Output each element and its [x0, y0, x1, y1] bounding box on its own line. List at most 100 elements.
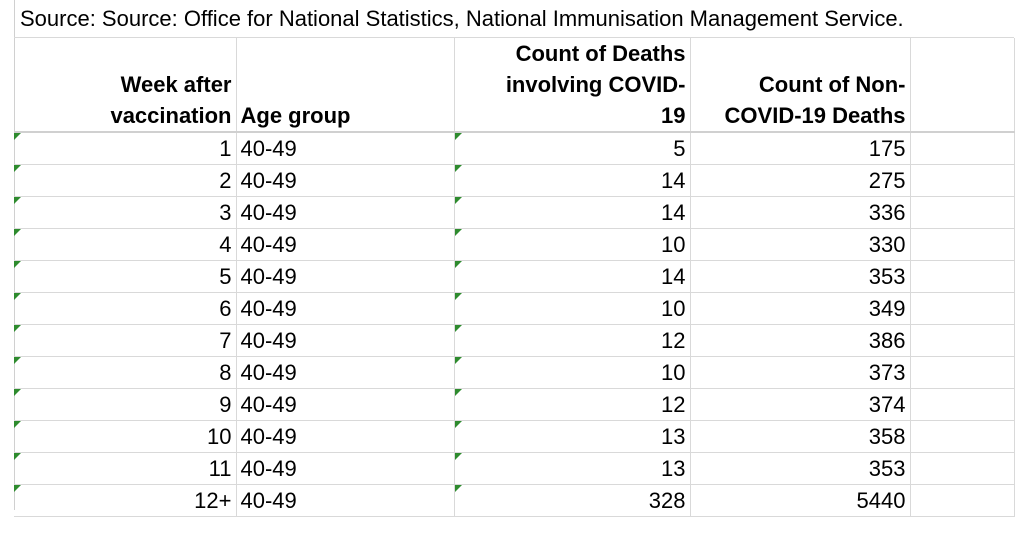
table-row: 1 40-49 5 175 [14, 132, 1015, 165]
week-value: 3 [219, 200, 232, 225]
age-value: 40-49 [240, 232, 297, 257]
cell-covid-deaths[interactable]: 13 [454, 420, 691, 453]
age-value: 40-49 [240, 136, 297, 161]
table-row: 8 40-49 10 373 [14, 356, 1015, 389]
cell-non-covid-deaths[interactable]: 275 [690, 164, 911, 197]
cell-age-group[interactable]: 40-49 [236, 388, 455, 421]
cell-empty[interactable] [910, 228, 1015, 261]
noncovid-value: 275 [868, 168, 906, 193]
week-value: 1 [219, 136, 232, 161]
header-covid-line-1: Count of Deaths [515, 41, 686, 66]
cell-non-covid-deaths[interactable]: 336 [690, 196, 911, 229]
cell-age-group[interactable]: 40-49 [236, 260, 455, 293]
header-covid-deaths[interactable]: Count of Deaths involving COVID- 19 [454, 38, 691, 133]
cell-age-group[interactable]: 40-49 [236, 420, 455, 453]
week-value: 8 [219, 360, 232, 385]
error-indicator-icon [14, 229, 21, 236]
table-body: 1 40-49 5 175 2 40-49 14 275 3 40-49 14 336 4 40-49 10… [14, 132, 1015, 517]
noncovid-value: 330 [868, 232, 906, 257]
error-indicator-icon [454, 133, 462, 140]
cell-covid-deaths[interactable]: 10 [454, 292, 691, 325]
cell-empty[interactable] [910, 292, 1015, 325]
cell-week[interactable]: 8 [14, 356, 237, 389]
cell-week[interactable]: 3 [14, 196, 237, 229]
cell-week[interactable]: 7 [14, 324, 237, 357]
covid-value: 10 [661, 232, 686, 257]
cell-age-group[interactable]: 40-49 [236, 452, 455, 485]
cell-age-group[interactable]: 40-49 [236, 292, 455, 325]
cell-non-covid-deaths[interactable]: 353 [690, 452, 911, 485]
header-noncovid-line-1: Count of Non- [758, 72, 906, 97]
cell-empty[interactable] [910, 132, 1015, 165]
table-row: 11 40-49 13 353 [14, 452, 1015, 485]
cell-age-group[interactable]: 40-49 [236, 164, 455, 197]
cell-week[interactable]: 2 [14, 164, 237, 197]
cell-covid-deaths[interactable]: 328 [454, 484, 691, 517]
error-indicator-icon [14, 357, 21, 364]
cell-empty[interactable] [910, 484, 1015, 517]
header-covid-line-3: 19 [661, 103, 686, 128]
cell-empty[interactable] [910, 324, 1015, 357]
cell-week[interactable]: 12+ [14, 484, 237, 517]
cell-covid-deaths[interactable]: 14 [454, 196, 691, 229]
cell-week[interactable]: 1 [14, 132, 237, 165]
cell-week[interactable]: 11 [14, 452, 237, 485]
error-indicator-icon [454, 357, 462, 364]
cell-week[interactable]: 4 [14, 228, 237, 261]
error-indicator-icon [454, 261, 462, 268]
cell-non-covid-deaths[interactable]: 5440 [690, 484, 911, 517]
cell-empty[interactable] [910, 356, 1015, 389]
cell-non-covid-deaths[interactable]: 353 [690, 260, 911, 293]
cell-age-group[interactable]: 40-49 [236, 484, 455, 517]
cell-covid-deaths[interactable]: 12 [454, 388, 691, 421]
source-cell[interactable]: Source: Source: Office for National Stat… [14, 0, 1014, 38]
cell-age-group[interactable]: 40-49 [236, 324, 455, 357]
week-value: 7 [219, 328, 232, 353]
cell-non-covid-deaths[interactable]: 330 [690, 228, 911, 261]
cell-age-group[interactable]: 40-49 [236, 228, 455, 261]
noncovid-value: 386 [868, 328, 906, 353]
header-age-group[interactable]: Age group [236, 38, 455, 133]
cell-empty[interactable] [910, 164, 1015, 197]
error-indicator-icon [454, 389, 462, 396]
error-indicator-icon [14, 485, 21, 492]
error-indicator-icon [454, 293, 462, 300]
cell-empty[interactable] [910, 388, 1015, 421]
cell-covid-deaths[interactable]: 14 [454, 260, 691, 293]
cell-week[interactable]: 6 [14, 292, 237, 325]
cell-covid-deaths[interactable]: 12 [454, 324, 691, 357]
cell-covid-deaths[interactable]: 10 [454, 228, 691, 261]
cell-age-group[interactable]: 40-49 [236, 196, 455, 229]
cell-non-covid-deaths[interactable]: 373 [690, 356, 911, 389]
cell-empty[interactable] [910, 260, 1015, 293]
cell-non-covid-deaths[interactable]: 349 [690, 292, 911, 325]
cell-non-covid-deaths[interactable]: 374 [690, 388, 911, 421]
cell-week[interactable]: 5 [14, 260, 237, 293]
cell-non-covid-deaths[interactable]: 175 [690, 132, 911, 165]
cell-empty[interactable] [910, 452, 1015, 485]
cell-covid-deaths[interactable]: 10 [454, 356, 691, 389]
header-non-covid-deaths[interactable]: Count of Non- COVID-19 Deaths [690, 38, 911, 133]
error-indicator-icon [14, 453, 21, 460]
cell-empty[interactable] [910, 196, 1015, 229]
cell-covid-deaths[interactable]: 5 [454, 132, 691, 165]
table-row: 7 40-49 12 386 [14, 324, 1015, 357]
error-indicator-icon [454, 421, 462, 428]
cell-age-group[interactable]: 40-49 [236, 356, 455, 389]
error-indicator-icon [454, 485, 462, 492]
age-value: 40-49 [240, 200, 297, 225]
header-week-after-vaccination[interactable]: Week after vaccination [14, 38, 237, 133]
cell-week[interactable]: 10 [14, 420, 237, 453]
noncovid-value: 374 [868, 392, 906, 417]
cell-covid-deaths[interactable]: 14 [454, 164, 691, 197]
cell-non-covid-deaths[interactable]: 386 [690, 324, 911, 357]
cell-non-covid-deaths[interactable]: 358 [690, 420, 911, 453]
week-value: 4 [219, 232, 232, 257]
cell-week[interactable]: 9 [14, 388, 237, 421]
cell-age-group[interactable]: 40-49 [236, 132, 455, 165]
table-row: 3 40-49 14 336 [14, 196, 1015, 229]
cell-covid-deaths[interactable]: 13 [454, 452, 691, 485]
covid-value: 12 [661, 392, 686, 417]
header-empty-cell[interactable] [910, 38, 1015, 133]
cell-empty[interactable] [910, 420, 1015, 453]
